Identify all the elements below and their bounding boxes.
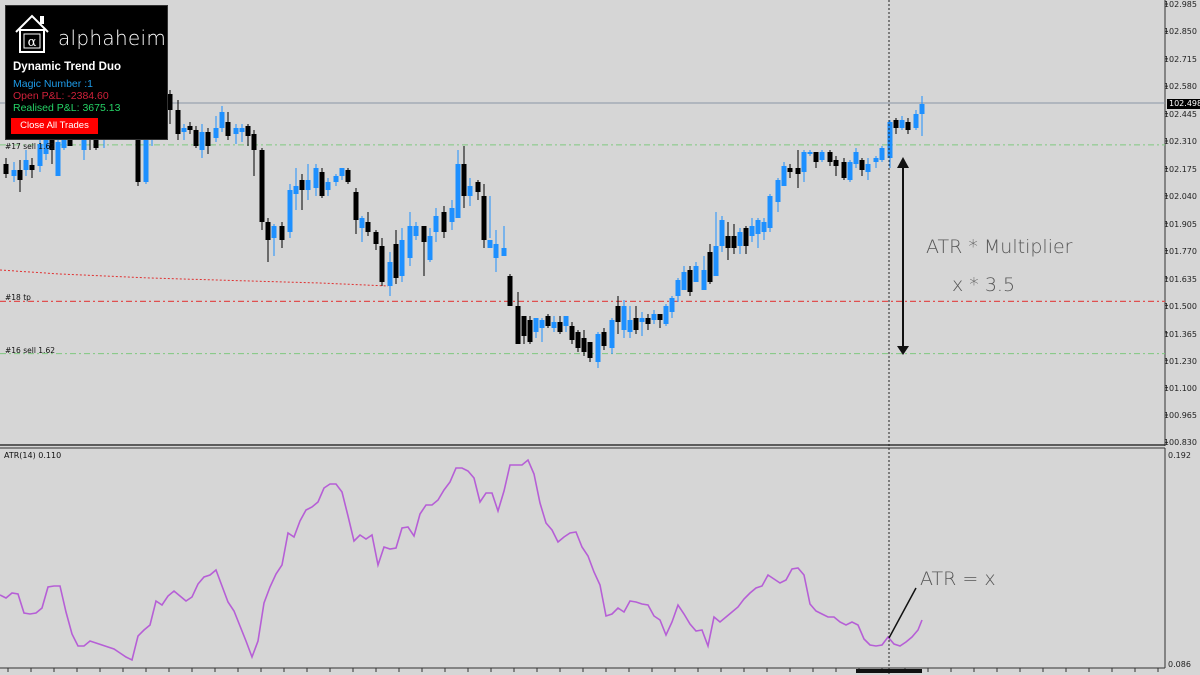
price-tick: 102.985 bbox=[1163, 0, 1197, 9]
current-price-tag: 102.498 bbox=[1167, 99, 1200, 109]
atr-line bbox=[0, 458, 923, 662]
price-tick: 102.715 bbox=[1163, 55, 1197, 64]
brand-name: alphaheim bbox=[58, 26, 167, 50]
price-tick: 101.100 bbox=[1163, 384, 1197, 393]
sell17-label: #17 sell 1.62 bbox=[5, 142, 55, 151]
tp18-label: #18 tp bbox=[5, 293, 31, 302]
magic-number: Magic Number :1 bbox=[13, 78, 93, 90]
price-tick: 101.635 bbox=[1163, 275, 1197, 284]
svg-text:α: α bbox=[28, 35, 37, 50]
atr-pointer-line bbox=[888, 587, 917, 639]
close-all-trades-button[interactable]: Close All Trades bbox=[11, 118, 98, 134]
annotation-atr-equals-x: ATR = x bbox=[920, 568, 996, 590]
price-tick: 102.310 bbox=[1163, 137, 1197, 146]
price-tick: 102.850 bbox=[1163, 27, 1197, 36]
price-tick: 101.905 bbox=[1163, 220, 1197, 229]
house-logo-icon: α bbox=[15, 14, 49, 53]
trendline bbox=[0, 269, 389, 287]
realised-pl: Realised P&L: 3675.13 bbox=[13, 102, 121, 114]
price-tick: 100.965 bbox=[1163, 411, 1197, 420]
price-tick: 102.040 bbox=[1163, 192, 1197, 201]
annotation-atr-multiplier: ATR * Multiplier bbox=[926, 236, 1073, 258]
price-tick: 101.365 bbox=[1163, 330, 1197, 339]
atr-indicator-label: ATR(14) 0.110 bbox=[4, 451, 62, 460]
price-tick: 101.230 bbox=[1163, 357, 1197, 366]
double-arrow-icon bbox=[897, 157, 909, 355]
price-tick: 101.500 bbox=[1163, 302, 1197, 311]
price-tick: 102.445 bbox=[1163, 110, 1197, 119]
price-tick: 101.770 bbox=[1163, 247, 1197, 256]
price-tick: 102.580 bbox=[1163, 82, 1197, 91]
atr-axis-max: 0.192 bbox=[1168, 451, 1191, 460]
trade-level-lines bbox=[0, 102, 1165, 355]
price-tick: 100.830 bbox=[1163, 438, 1197, 447]
price-tick: 102.175 bbox=[1163, 165, 1197, 174]
brand-logo: α alphaheim bbox=[14, 12, 167, 58]
annotation-x-multiplier: x * 3.5 bbox=[952, 274, 1016, 296]
sell16-label: #16 sell 1.62 bbox=[5, 346, 55, 355]
time-axis-highlight bbox=[856, 669, 922, 673]
ea-title: Dynamic Trend Duo bbox=[13, 61, 121, 73]
atr-axis-min: 0.086 bbox=[1168, 660, 1191, 669]
open-pl: Open P&L: -2384.60 bbox=[13, 90, 109, 102]
ea-info-panel: α alphaheim Dynamic Trend Duo Magic Numb… bbox=[5, 5, 168, 140]
